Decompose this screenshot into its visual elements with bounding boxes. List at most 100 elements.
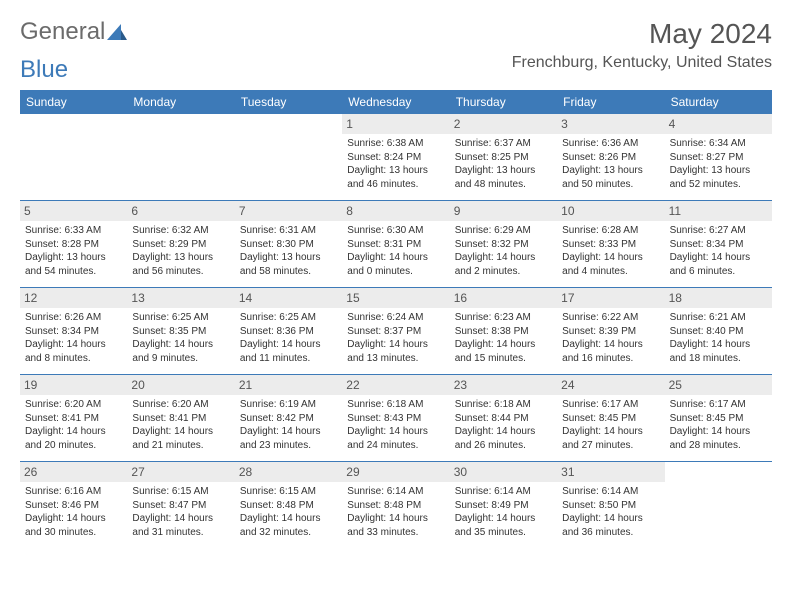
day-cell: 12Sunrise: 6:26 AMSunset: 8:34 PMDayligh… xyxy=(20,288,127,374)
day-cell: 17Sunrise: 6:22 AMSunset: 8:39 PMDayligh… xyxy=(557,288,664,374)
sunrise-text: Sunrise: 6:27 AM xyxy=(670,224,767,238)
daylight-text: Daylight: 14 hours and 18 minutes. xyxy=(670,338,767,365)
daylight-text: Daylight: 14 hours and 13 minutes. xyxy=(347,338,444,365)
sunrise-text: Sunrise: 6:37 AM xyxy=(455,137,552,151)
sunrise-text: Sunrise: 6:28 AM xyxy=(562,224,659,238)
sunrise-text: Sunrise: 6:23 AM xyxy=(455,311,552,325)
day-number: 14 xyxy=(235,288,342,308)
calendar-page: General May 2024 Frenchburg, Kentucky, U… xyxy=(0,0,792,548)
sunset-text: Sunset: 8:45 PM xyxy=(562,412,659,426)
day-number: 2 xyxy=(450,114,557,134)
sunset-text: Sunset: 8:34 PM xyxy=(670,238,767,252)
sunset-text: Sunset: 8:49 PM xyxy=(455,499,552,513)
sunrise-text: Sunrise: 6:30 AM xyxy=(347,224,444,238)
day-cell: 14Sunrise: 6:25 AMSunset: 8:36 PMDayligh… xyxy=(235,288,342,374)
day-cell: 27Sunrise: 6:15 AMSunset: 8:47 PMDayligh… xyxy=(127,462,234,548)
day-number: 11 xyxy=(665,201,772,221)
day-number: 9 xyxy=(450,201,557,221)
day-cell: 20Sunrise: 6:20 AMSunset: 8:41 PMDayligh… xyxy=(127,375,234,461)
daylight-text: Daylight: 14 hours and 6 minutes. xyxy=(670,251,767,278)
sunrise-text: Sunrise: 6:14 AM xyxy=(347,485,444,499)
day-number: 15 xyxy=(342,288,449,308)
daylight-text: Daylight: 14 hours and 28 minutes. xyxy=(670,425,767,452)
sunset-text: Sunset: 8:30 PM xyxy=(240,238,337,252)
day-cell: 11 Sunrise: 6:27 AMSunset: 8:34 PMDayligh… xyxy=(665,201,772,287)
daylight-text: Daylight: 14 hours and 4 minutes. xyxy=(562,251,659,278)
weekday-sat: Saturday xyxy=(665,90,772,114)
sunset-text: Sunset: 8:35 PM xyxy=(132,325,229,339)
day-number xyxy=(20,114,127,118)
day-number: 21 xyxy=(235,375,342,395)
day-cell: 24Sunrise: 6:17 AMSunset: 8:45 PMDayligh… xyxy=(557,375,664,461)
sunset-text: Sunset: 8:42 PM xyxy=(240,412,337,426)
sunset-text: Sunset: 8:26 PM xyxy=(562,151,659,165)
sunset-text: Sunset: 8:33 PM xyxy=(562,238,659,252)
logo-word2: Blue xyxy=(20,56,68,84)
daylight-text: Daylight: 14 hours and 20 minutes. xyxy=(25,425,122,452)
sunset-text: Sunset: 8:37 PM xyxy=(347,325,444,339)
daylight-text: Daylight: 13 hours and 46 minutes. xyxy=(347,164,444,191)
daylight-text: Daylight: 14 hours and 31 minutes. xyxy=(132,512,229,539)
sunset-text: Sunset: 8:28 PM xyxy=(25,238,122,252)
weekday-tue: Tuesday xyxy=(235,90,342,114)
sunrise-text: Sunrise: 6:26 AM xyxy=(25,311,122,325)
logo: General xyxy=(20,18,127,46)
sunrise-text: Sunrise: 6:34 AM xyxy=(670,137,767,151)
day-number: 17 xyxy=(557,288,664,308)
sunset-text: Sunset: 8:36 PM xyxy=(240,325,337,339)
sunrise-text: Sunrise: 6:21 AM xyxy=(670,311,767,325)
day-cell: 8Sunrise: 6:30 AMSunset: 8:31 PMDaylight… xyxy=(342,201,449,287)
day-cell: 22Sunrise: 6:18 AMSunset: 8:43 PMDayligh… xyxy=(342,375,449,461)
daylight-text: Daylight: 13 hours and 56 minutes. xyxy=(132,251,229,278)
sunset-text: Sunset: 8:27 PM xyxy=(670,151,767,165)
day-cell: 29Sunrise: 6:14 AMSunset: 8:48 PMDayligh… xyxy=(342,462,449,548)
day-number xyxy=(665,462,772,466)
daylight-text: Daylight: 14 hours and 32 minutes. xyxy=(240,512,337,539)
daylight-text: Daylight: 14 hours and 2 minutes. xyxy=(455,251,552,278)
sunset-text: Sunset: 8:25 PM xyxy=(455,151,552,165)
sunrise-text: Sunrise: 6:17 AM xyxy=(562,398,659,412)
sunrise-text: Sunrise: 6:24 AM xyxy=(347,311,444,325)
day-cell: 19Sunrise: 6:20 AMSunset: 8:41 PMDayligh… xyxy=(20,375,127,461)
logo-triangle-icon xyxy=(107,24,127,40)
sunrise-text: Sunrise: 6:25 AM xyxy=(132,311,229,325)
day-cell: 13Sunrise: 6:25 AMSunset: 8:35 PMDayligh… xyxy=(127,288,234,374)
sunset-text: Sunset: 8:40 PM xyxy=(670,325,767,339)
daylight-text: Daylight: 14 hours and 16 minutes. xyxy=(562,338,659,365)
day-cell: 21Sunrise: 6:19 AMSunset: 8:42 PMDayligh… xyxy=(235,375,342,461)
day-number: 10 xyxy=(557,201,664,221)
day-cell: 6Sunrise: 6:32 AMSunset: 8:29 PMDaylight… xyxy=(127,201,234,287)
sunset-text: Sunset: 8:46 PM xyxy=(25,499,122,513)
daylight-text: Daylight: 13 hours and 54 minutes. xyxy=(25,251,122,278)
page-title: May 2024 xyxy=(512,18,772,50)
sunset-text: Sunset: 8:24 PM xyxy=(347,151,444,165)
day-cell: 16Sunrise: 6:23 AMSunset: 8:38 PMDayligh… xyxy=(450,288,557,374)
day-number: 29 xyxy=(342,462,449,482)
day-cell: 2 Sunrise: 6:37 AMSunset: 8:25 PMDaylight… xyxy=(450,114,557,200)
sunset-text: Sunset: 8:32 PM xyxy=(455,238,552,252)
daylight-text: Daylight: 14 hours and 27 minutes. xyxy=(562,425,659,452)
weekday-wed: Wednesday xyxy=(342,90,449,114)
sunrise-text: Sunrise: 6:20 AM xyxy=(25,398,122,412)
weekday-header: Sunday Monday Tuesday Wednesday Thursday… xyxy=(20,90,772,114)
daylight-text: Daylight: 14 hours and 35 minutes. xyxy=(455,512,552,539)
day-cell: 5Sunrise: 6:33 AMSunset: 8:28 PMDaylight… xyxy=(20,201,127,287)
day-number: 28 xyxy=(235,462,342,482)
week-row: 1Sunrise: 6:38 AMSunset: 8:24 PMDaylight… xyxy=(20,114,772,200)
day-number xyxy=(235,114,342,118)
sunset-text: Sunset: 8:44 PM xyxy=(455,412,552,426)
day-number: 3 xyxy=(557,114,664,134)
day-number: 22 xyxy=(342,375,449,395)
weekday-sun: Sunday xyxy=(20,90,127,114)
week-row: 12Sunrise: 6:26 AMSunset: 8:34 PMDayligh… xyxy=(20,287,772,374)
daylight-text: Daylight: 14 hours and 8 minutes. xyxy=(25,338,122,365)
daylight-text: Daylight: 14 hours and 0 minutes. xyxy=(347,251,444,278)
location-text: Frenchburg, Kentucky, United States xyxy=(512,54,772,72)
daylight-text: Daylight: 13 hours and 48 minutes. xyxy=(455,164,552,191)
logo-word1: General xyxy=(20,18,105,46)
sunrise-text: Sunrise: 6:32 AM xyxy=(132,224,229,238)
day-cell: 4Sunrise: 6:34 AMSunset: 8:27 PMDaylight… xyxy=(665,114,772,200)
weeks-grid: 1Sunrise: 6:38 AMSunset: 8:24 PMDaylight… xyxy=(20,114,772,548)
day-cell: 10 Sunrise: 6:28 AMSunset: 8:33 PMDayligh… xyxy=(557,201,664,287)
day-cell: 15 Sunrise: 6:24 AMSunset: 8:37 PMDayligh… xyxy=(342,288,449,374)
